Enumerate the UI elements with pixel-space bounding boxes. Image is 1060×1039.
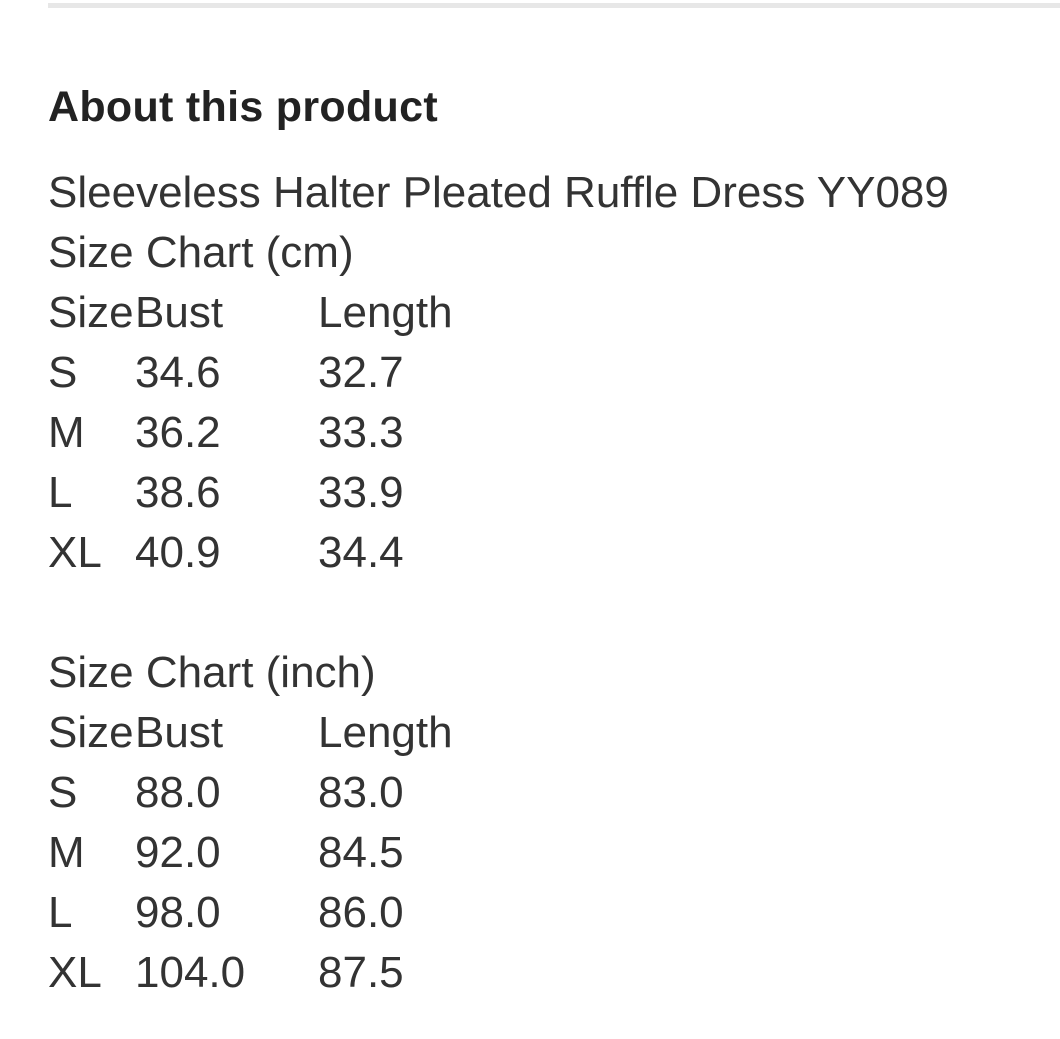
size-chart-inch-header-row: SizeBust Length (48, 703, 949, 763)
length-cell: 84.5 (318, 828, 404, 877)
size-chart-cm-col-length: Length (318, 288, 453, 337)
size-cell: M (48, 828, 85, 877)
size-cell: S (48, 348, 78, 397)
bust-cell: 34.6 (135, 348, 221, 397)
table-row: XL 104.0 87.5 (48, 943, 949, 1003)
bust-cell: 88.0 (135, 768, 221, 817)
length-cell: 33.3 (318, 408, 404, 457)
size-cell: S (48, 768, 78, 817)
size-chart-cm-col-bust: Bust (135, 288, 224, 337)
section-top-divider (48, 3, 1060, 8)
size-chart-cm-col-size: Size (48, 288, 134, 337)
length-cell: 86.0 (318, 888, 404, 937)
table-row: M 92.0 84.5 (48, 823, 949, 883)
size-chart-inch-col-bust: Bust (135, 708, 224, 757)
bust-cell: 92.0 (135, 828, 221, 877)
length-cell: 34.4 (318, 528, 404, 577)
table-row: XL 40.9 34.4 (48, 523, 949, 583)
bust-cell: 98.0 (135, 888, 221, 937)
size-cell: XL (48, 948, 102, 997)
size-cell: L (48, 468, 73, 517)
length-cell: 87.5 (318, 948, 404, 997)
size-cell: L (48, 888, 73, 937)
size-chart-inch-col-size: Size (48, 708, 134, 757)
length-cell: 33.9 (318, 468, 404, 517)
table-row: S 88.0 83.0 (48, 763, 949, 823)
size-chart-cm-title: Size Chart (cm) (48, 228, 354, 277)
size-chart-cm-header-row: SizeBust Length (48, 283, 949, 343)
size-chart-inch-col-length: Length (318, 708, 453, 757)
table-row: S 34.6 32.7 (48, 343, 949, 403)
bust-cell: 104.0 (135, 948, 246, 997)
table-row: M 36.2 33.3 (48, 403, 949, 463)
table-row: L 98.0 86.0 (48, 883, 949, 943)
product-title-line: Sleeveless Halter Pleated Ruffle Dress Y… (48, 168, 949, 217)
size-chart-inch-title: Size Chart (inch) (48, 648, 376, 697)
blank-line (48, 583, 949, 643)
length-cell: 83.0 (318, 768, 404, 817)
bust-cell: 38.6 (135, 468, 221, 517)
bust-cell: 40.9 (135, 528, 221, 577)
product-description: Sleeveless Halter Pleated Ruffle Dress Y… (48, 163, 949, 1003)
bust-cell: 36.2 (135, 408, 221, 457)
size-cell: M (48, 408, 85, 457)
about-product-heading: About this product (48, 83, 438, 131)
table-row: L 38.6 33.9 (48, 463, 949, 523)
size-cell: XL (48, 528, 102, 577)
length-cell: 32.7 (318, 348, 404, 397)
